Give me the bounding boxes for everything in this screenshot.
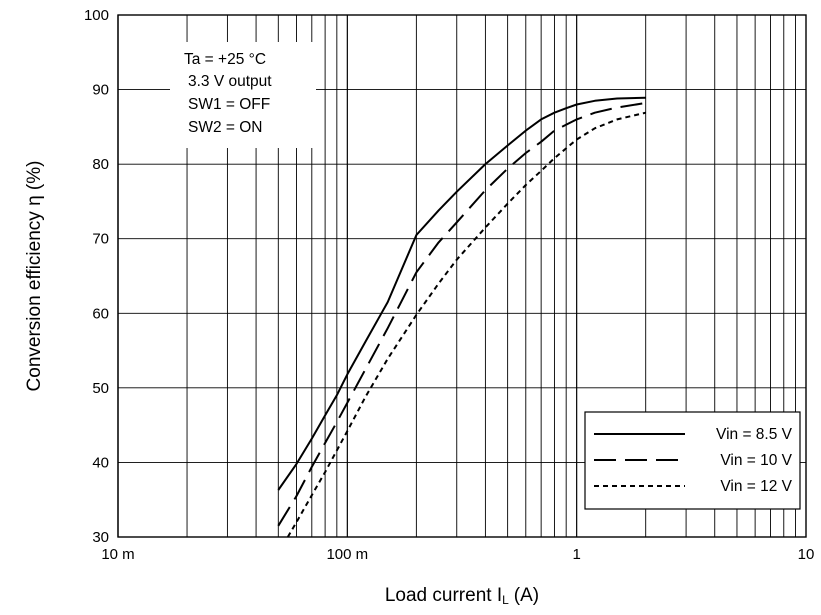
legend-box <box>584 411 801 510</box>
y-tick-label: 100 <box>84 7 109 24</box>
note-line-output: 3.3 V output <box>188 73 272 90</box>
legend-label-vin-12: Vin = 12 V <box>720 478 792 495</box>
legend-label-vin-10: Vin = 10 V <box>720 452 792 469</box>
plot-frame <box>117 14 807 538</box>
x-tick-label: 10 m <box>101 546 134 563</box>
y-tick-label: 40 <box>92 454 109 471</box>
series-line-2 <box>286 111 646 538</box>
legend: Vin = 8.5 V Vin = 10 V Vin = 12 V <box>584 411 801 510</box>
note-line-temperature: Ta = +25 °C <box>184 51 266 68</box>
x-tick-label: 100 m <box>326 546 368 563</box>
axis-tick-labels: 10 m 100 m 1 10 30 40 50 60 70 80 90 100 <box>84 7 814 563</box>
note-line-sw1: SW1 = OFF <box>188 96 270 113</box>
y-tick-label: 80 <box>92 156 109 173</box>
y-tick-label: 30 <box>92 529 109 546</box>
x-axis-title-main: Load current I <box>385 585 502 606</box>
x-axis-title: Load current IL (A) <box>385 585 539 607</box>
conditions-note-background <box>170 42 316 148</box>
x-axis-title-subscript: L <box>502 593 509 607</box>
series-lines <box>277 96 646 538</box>
note-line-sw2: SW2 = ON <box>188 119 263 136</box>
y-tick-label: 70 <box>92 231 109 248</box>
legend-label-vin-8-5: Vin = 8.5 V <box>716 426 793 443</box>
x-axis-title-unit: (A) <box>514 585 539 606</box>
conditions-note: Ta = +25 °C 3.3 V output SW1 = OFF SW2 =… <box>170 42 316 148</box>
y-axis-title: Conversion efficiency η (%) <box>24 161 45 392</box>
y-tick-label: 60 <box>92 305 109 322</box>
x-tick-label: 10 <box>798 546 815 563</box>
y-tick-label: 50 <box>92 380 109 397</box>
x-tick-label: 1 <box>572 546 580 563</box>
series-line-1 <box>277 102 646 527</box>
series-line-0 <box>277 96 646 491</box>
y-tick-label: 90 <box>92 82 109 99</box>
